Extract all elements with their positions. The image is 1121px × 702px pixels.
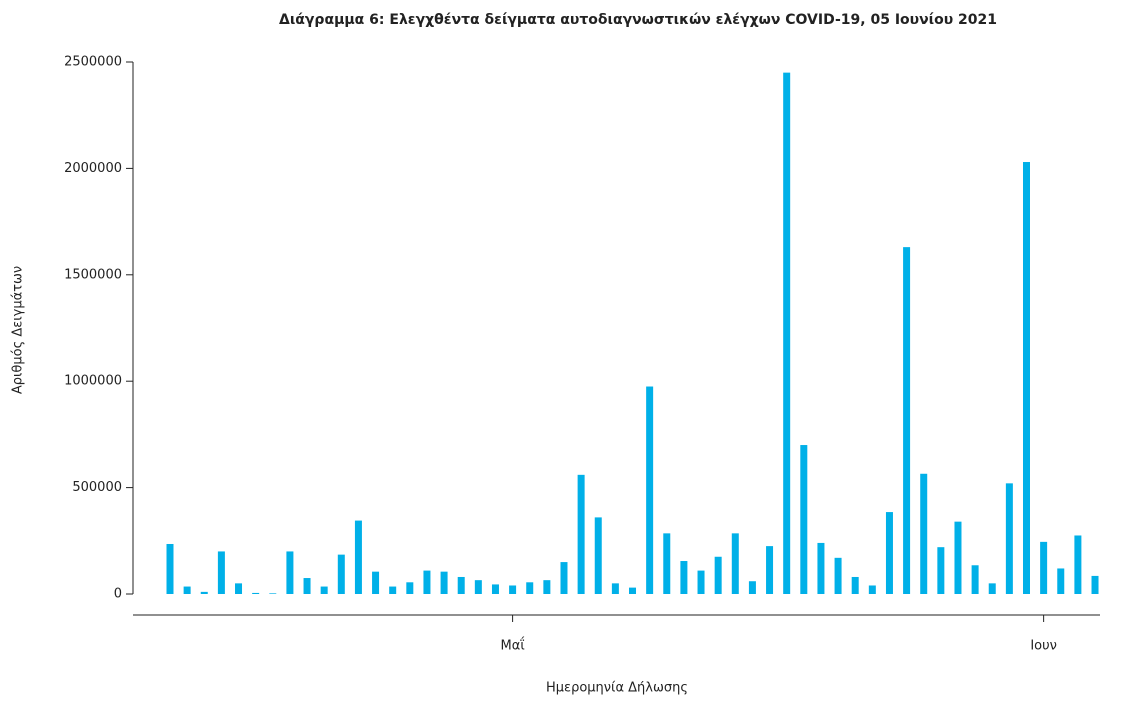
bar [577, 474, 585, 594]
bar [817, 542, 825, 594]
bar [783, 72, 791, 594]
bar [286, 551, 294, 594]
bar [766, 546, 774, 594]
bar [611, 583, 619, 594]
bar [1074, 535, 1082, 594]
bar [491, 584, 499, 594]
bar [903, 247, 911, 595]
bar [714, 556, 722, 594]
bar [509, 585, 517, 594]
bar [663, 533, 671, 594]
bar [646, 386, 654, 594]
bar [800, 445, 808, 594]
bar [834, 557, 842, 594]
bar [748, 581, 756, 594]
bar [954, 521, 962, 594]
bar [440, 571, 448, 594]
bar [731, 533, 739, 594]
bar [543, 580, 551, 594]
bar [406, 582, 414, 594]
bar [354, 520, 362, 594]
bar [320, 586, 328, 594]
y-tick-label: 0 [114, 587, 122, 602]
bar [680, 561, 688, 594]
bar [560, 562, 568, 594]
bar [217, 551, 225, 594]
y-axis-label: Αριθμός Δειγμάτων [11, 266, 26, 394]
bar [885, 512, 893, 594]
bar [183, 586, 191, 594]
bar [1005, 483, 1013, 594]
bar [1057, 568, 1065, 594]
bar [594, 517, 602, 594]
bar [269, 593, 277, 594]
x-axis-label: Ημερομηνία Δήλωσης [546, 681, 688, 696]
bar [851, 576, 859, 594]
bar [1023, 162, 1030, 595]
bar [1040, 541, 1048, 594]
bar [474, 580, 482, 594]
bar [920, 473, 928, 594]
bar [937, 547, 945, 594]
x-tick-label: Ιουν [1030, 639, 1057, 654]
bar [235, 583, 243, 594]
bar [372, 571, 380, 594]
bar [423, 570, 431, 594]
y-tick-label: 1000000 [64, 374, 122, 389]
bar [971, 565, 979, 594]
bar [868, 585, 876, 594]
bar [389, 586, 397, 594]
y-tick-label: 2500000 [64, 55, 122, 70]
y-tick-label: 2000000 [64, 161, 122, 176]
y-tick-label: 1500000 [64, 267, 122, 282]
bar [303, 578, 311, 594]
x-tick-label: Μαΐ [501, 638, 526, 654]
bar [252, 592, 260, 594]
bar [457, 576, 465, 594]
bar [988, 583, 996, 594]
bar [629, 587, 637, 594]
bar [200, 591, 208, 594]
y-tick-label: 500000 [72, 480, 122, 495]
bar [337, 554, 345, 594]
chart-title: Διάγραμμα 6: Ελεγχθέντα δείγματα αυτοδια… [279, 12, 997, 28]
bar [526, 582, 534, 594]
bar [1091, 575, 1099, 594]
bar [166, 543, 174, 594]
bar [697, 570, 705, 594]
